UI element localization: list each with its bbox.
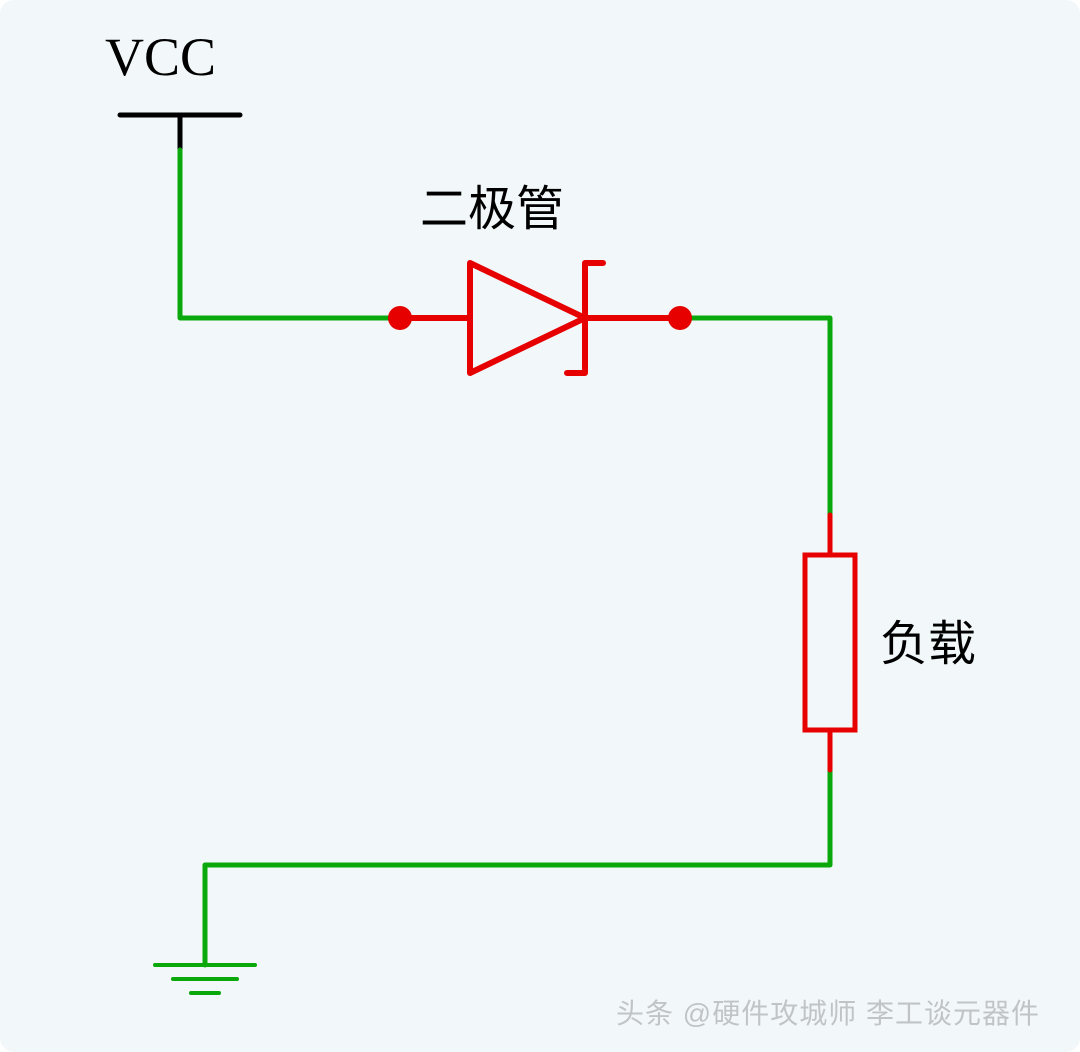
node-diode-cathode — [668, 306, 692, 330]
label-load: 负载 — [880, 618, 976, 671]
circuit-diagram: VCC二极管负载 头条 @硬件攻城师 李工谈元器件 — [0, 0, 1080, 1052]
label-diode: 二极管 — [420, 183, 564, 236]
label-vcc: VCC — [105, 27, 216, 87]
background — [0, 0, 1080, 1052]
node-diode-anode — [388, 306, 412, 330]
